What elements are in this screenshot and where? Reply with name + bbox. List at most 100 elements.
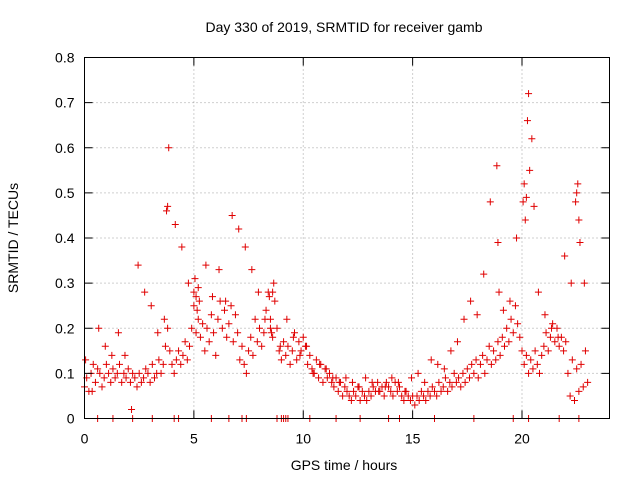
data-point	[574, 180, 582, 188]
data-point	[525, 90, 533, 98]
data-point	[433, 392, 441, 400]
data-point	[299, 333, 307, 341]
data-point	[495, 288, 503, 296]
data-point	[568, 356, 576, 364]
data-point	[308, 365, 316, 373]
data-point	[316, 360, 324, 368]
data-point	[212, 351, 220, 359]
data-point	[161, 342, 169, 350]
data-point	[228, 211, 236, 219]
data-point	[561, 252, 569, 260]
data-point	[518, 347, 526, 355]
data-point	[529, 365, 537, 373]
data-point	[262, 306, 270, 314]
data-point	[522, 193, 530, 201]
data-point	[396, 383, 403, 391]
data-point	[577, 360, 585, 368]
data-point	[387, 387, 395, 395]
data-point	[523, 117, 531, 125]
data-point	[179, 351, 187, 359]
data-point	[503, 324, 511, 332]
data-point	[205, 338, 213, 346]
data-point	[155, 356, 163, 364]
data-point	[546, 333, 554, 341]
data-point	[108, 351, 116, 359]
data-point	[322, 365, 330, 373]
data-point	[245, 347, 253, 355]
y-tick-label: 0.8	[55, 50, 75, 66]
data-point	[248, 266, 256, 274]
data-point	[105, 369, 113, 377]
y-tick-label: 0.6	[55, 140, 75, 156]
data-point	[501, 342, 508, 350]
data-point	[457, 383, 465, 391]
data-point	[526, 166, 534, 174]
chart-title: Day 330 of 2019, SRMTID for receiver gam…	[205, 19, 482, 35]
data-point	[175, 347, 183, 355]
data-point	[363, 396, 371, 404]
data-point	[160, 315, 168, 323]
data-point	[196, 333, 204, 341]
data-point	[260, 329, 268, 337]
data-point	[142, 365, 150, 373]
data-point	[514, 320, 522, 328]
data-point	[490, 347, 498, 355]
data-point	[227, 302, 235, 310]
data-point	[96, 369, 104, 377]
data-point	[350, 387, 358, 395]
data-point	[191, 275, 199, 283]
data-point	[400, 396, 408, 404]
data-point	[544, 347, 552, 355]
data-point	[393, 387, 401, 395]
y-tick-label: 0.3	[55, 275, 75, 291]
data-point	[241, 243, 249, 251]
data-point	[236, 356, 244, 364]
data-point	[472, 356, 480, 364]
data-point	[159, 360, 167, 368]
data-point	[268, 329, 276, 337]
data-point	[114, 329, 122, 337]
data-point	[447, 347, 455, 355]
data-point	[483, 356, 491, 364]
data-point	[183, 356, 191, 364]
data-point	[254, 288, 262, 296]
data-point	[288, 347, 296, 355]
data-point	[444, 387, 452, 395]
data-point	[424, 387, 432, 395]
data-point	[581, 347, 589, 355]
data-point	[192, 293, 200, 301]
data-point	[334, 387, 342, 395]
data-point	[367, 392, 375, 400]
data-point	[328, 378, 336, 386]
data-point	[218, 324, 226, 332]
data-point	[193, 306, 201, 314]
data-point	[536, 369, 543, 377]
data-point	[455, 374, 463, 382]
y-tick-label: 0	[67, 411, 75, 427]
data-point	[326, 369, 333, 377]
data-point	[297, 347, 305, 355]
data-point	[271, 297, 279, 305]
data-point	[202, 261, 210, 269]
data-point	[420, 392, 428, 400]
data-point	[253, 338, 261, 346]
data-point	[194, 315, 202, 323]
data-point	[493, 162, 501, 170]
data-point	[498, 333, 506, 341]
data-point	[124, 365, 132, 373]
data-point	[487, 360, 495, 368]
data-point	[269, 288, 277, 296]
data-point	[184, 279, 192, 287]
data-point	[177, 360, 185, 368]
data-point	[306, 351, 314, 359]
data-point	[466, 374, 473, 382]
data-point	[214, 315, 222, 323]
data-point	[286, 360, 294, 368]
data-point	[440, 365, 448, 373]
data-point	[452, 378, 460, 386]
data-point	[154, 329, 162, 337]
data-point	[437, 387, 445, 395]
data-point	[131, 374, 139, 382]
data-point	[348, 378, 356, 386]
